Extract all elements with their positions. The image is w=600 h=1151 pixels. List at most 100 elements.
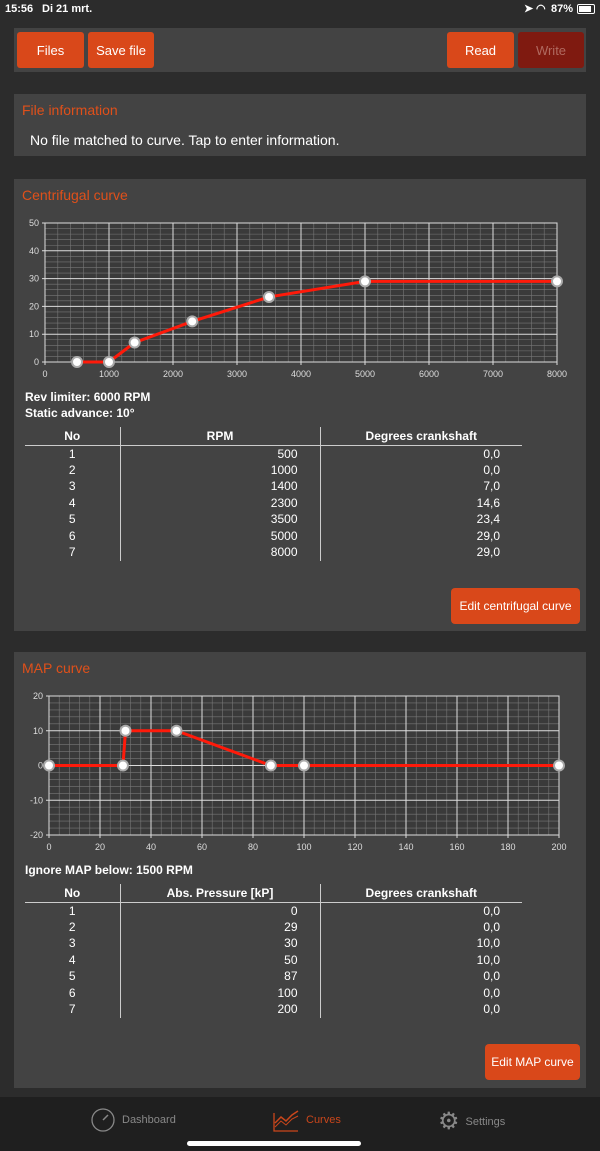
table-row[interactable]: 6 100 0,0 bbox=[25, 984, 522, 1001]
table-cell: 1 bbox=[68, 903, 76, 918]
table-cell: 10,0 bbox=[476, 952, 500, 967]
table-cell: 3500 bbox=[119, 511, 321, 528]
table-row[interactable]: 7 8000 29,0 bbox=[25, 544, 522, 561]
table-cell: 29,0 bbox=[476, 528, 500, 543]
table-cell: 5 bbox=[68, 512, 76, 527]
x-tick-label: 100 bbox=[296, 842, 311, 852]
save-file-button[interactable]: Save file bbox=[88, 32, 154, 68]
data-point bbox=[116, 759, 129, 772]
table-cell: 87 bbox=[119, 968, 321, 985]
x-tick-label: 80 bbox=[248, 842, 258, 852]
table-row[interactable]: 6 5000 29,0 bbox=[25, 527, 522, 544]
table-cell: 0,0 bbox=[483, 1002, 500, 1017]
settings-gear-icon: ⚙ bbox=[438, 1108, 460, 1135]
table-row[interactable]: 3 30 10,0 bbox=[25, 935, 522, 952]
table-cell: 4 bbox=[68, 495, 76, 510]
y-tick-label: -20 bbox=[30, 830, 43, 840]
table-cell: 5 bbox=[68, 969, 76, 984]
table-cell: 29,0 bbox=[476, 545, 500, 560]
table-cell: 6 bbox=[68, 985, 76, 1000]
data-point bbox=[103, 356, 115, 368]
status-bar: 15:56 Di 21 mrt. ➤ ◠ 87% bbox=[0, 0, 600, 18]
tab-dashboard[interactable]: Dashboard bbox=[90, 1107, 176, 1133]
y-tick-label: 50 bbox=[29, 218, 39, 228]
x-tick-label: 2000 bbox=[163, 369, 183, 379]
table-cell: 500 bbox=[119, 445, 321, 462]
x-tick-label: 120 bbox=[347, 842, 362, 852]
table-cell: 23,4 bbox=[476, 512, 500, 527]
table-row[interactable]: 1 500 0,0 bbox=[25, 445, 522, 462]
edit-map-curve-button[interactable]: Edit MAP curve bbox=[485, 1044, 580, 1080]
x-tick-label: 8000 bbox=[547, 369, 567, 379]
y-tick-label: 40 bbox=[29, 246, 39, 256]
x-tick-label: 0 bbox=[42, 369, 47, 379]
x-tick-label: 60 bbox=[197, 842, 207, 852]
column-header: Degrees crankshaft bbox=[320, 884, 522, 903]
read-button[interactable]: Read bbox=[447, 32, 514, 68]
table-row[interactable]: 7 200 0,0 bbox=[25, 1001, 522, 1018]
x-tick-label: 5000 bbox=[355, 369, 375, 379]
file-info-text: No file matched to curve. Tap to enter i… bbox=[30, 132, 340, 148]
data-point bbox=[128, 336, 141, 349]
table-row[interactable]: 3 1400 7,0 bbox=[25, 478, 522, 495]
y-tick-label: 10 bbox=[29, 329, 39, 339]
write-button[interactable]: Write bbox=[518, 32, 584, 68]
data-point bbox=[551, 275, 563, 288]
data-point bbox=[264, 759, 277, 772]
tab-bar: Dashboard Curves ⚙ Settings bbox=[0, 1097, 600, 1151]
column-header: No bbox=[25, 884, 120, 903]
static-advance: Static advance: 10° bbox=[25, 406, 135, 420]
time: 15:56 bbox=[5, 3, 34, 15]
y-tick-label: 30 bbox=[29, 274, 39, 284]
table-row[interactable]: 2 29 0,0 bbox=[25, 918, 522, 935]
location-icon: ➤ bbox=[524, 3, 534, 15]
tab-label: Dashboard bbox=[122, 1114, 176, 1126]
table-cell: 30 bbox=[119, 935, 321, 952]
tab-curves[interactable]: Curves bbox=[272, 1107, 341, 1133]
panel-title: File information bbox=[22, 102, 118, 118]
column-header: RPM bbox=[119, 427, 321, 446]
centrifugal-chart[interactable]: 0 1000 2000 3000 4000 5000 6000 7000 8000 0 10 20 30… bbox=[0, 210, 600, 385]
x-tick-label: 6000 bbox=[419, 369, 439, 379]
table-row[interactable]: 5 3500 23,4 bbox=[25, 511, 522, 528]
table-cell: 2 bbox=[68, 919, 76, 934]
tab-settings[interactable]: ⚙ Settings bbox=[438, 1107, 505, 1136]
table-cell: 3 bbox=[68, 936, 76, 951]
column-header: Degrees crankshaft bbox=[320, 427, 522, 446]
battery-level: 87% bbox=[551, 3, 574, 15]
dashboard-gauge-icon bbox=[91, 1108, 115, 1132]
x-tick-label: 160 bbox=[449, 842, 464, 852]
table-row[interactable]: 4 50 10,0 bbox=[25, 951, 522, 968]
file-information-panel[interactable]: File information No file matched to curv… bbox=[14, 94, 586, 156]
column-header: No bbox=[25, 427, 120, 446]
files-button[interactable]: Files bbox=[17, 32, 84, 68]
table-cell: 3 bbox=[68, 479, 76, 494]
column-header: Abs. Pressure [kP] bbox=[119, 884, 321, 903]
x-tick-label: 180 bbox=[500, 842, 515, 852]
y-tick-label: 0 bbox=[38, 761, 43, 771]
table-header: No Abs. Pressure [kP] Degrees crankshaft bbox=[25, 884, 522, 903]
x-tick-label: 140 bbox=[398, 842, 413, 852]
table-row[interactable]: 2 1000 0,0 bbox=[25, 461, 522, 478]
table-row[interactable]: 4 2300 14,6 bbox=[25, 494, 522, 511]
tab-label: Curves bbox=[306, 1114, 341, 1126]
table-cell: 0,0 bbox=[483, 969, 500, 984]
x-tick-label: 4000 bbox=[291, 369, 311, 379]
table-cell: 1000 bbox=[119, 461, 321, 478]
y-tick-label: 10 bbox=[33, 726, 43, 736]
table-row[interactable]: 1 0 0,0 bbox=[25, 902, 522, 919]
home-indicator bbox=[187, 1141, 361, 1146]
table-cell: 10,0 bbox=[476, 936, 500, 951]
x-tick-label: 40 bbox=[146, 842, 156, 852]
y-tick-label: 20 bbox=[33, 691, 43, 701]
centrifugal-table: No RPM Degrees crankshaft 1 500 0,0 2 1000 0,0 3 1… bbox=[25, 427, 522, 561]
y-tick-label: 0 bbox=[34, 357, 39, 367]
table-cell: 0,0 bbox=[483, 462, 500, 477]
ignore-map-below: Ignore MAP below: 1500 RPM bbox=[25, 863, 193, 877]
data-point bbox=[119, 724, 132, 737]
wifi-icon: ◠ bbox=[536, 3, 546, 15]
table-row[interactable]: 5 87 0,0 bbox=[25, 968, 522, 985]
table-cell: 4 bbox=[68, 952, 76, 967]
map-chart[interactable]: 0 20 40 60 80 100 120 140 160 180 200 -20 -10 0 10 20 bbox=[0, 685, 600, 860]
edit-centrifugal-curve-button[interactable]: Edit centrifugal curve bbox=[451, 588, 580, 624]
